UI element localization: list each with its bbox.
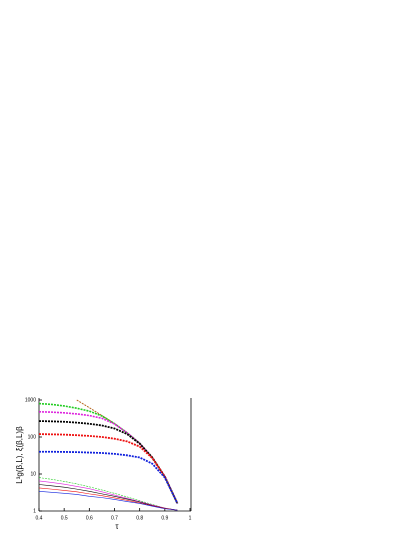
y-tick-label: 10 <box>30 471 36 477</box>
series-line <box>38 491 178 511</box>
y-axis-label: L³g(β,L), ξ(β,L)β <box>15 426 24 484</box>
x-tick-label: 0.8 <box>136 515 143 521</box>
series-line <box>38 402 179 504</box>
x-tick-label: 0.4 <box>36 515 43 521</box>
y-tick-label: 100 <box>28 434 37 440</box>
series-line <box>38 433 179 504</box>
series-line <box>38 487 178 511</box>
x-tick-label: 0.7 <box>111 515 118 521</box>
series-line <box>38 484 178 511</box>
series-line <box>38 420 179 504</box>
series-line <box>38 410 179 504</box>
y-tick-label: 1000 <box>25 397 36 403</box>
series-line <box>39 450 179 504</box>
y-tick-label: 1 <box>33 508 36 514</box>
series-line <box>38 480 178 511</box>
series-line <box>38 477 178 511</box>
x-tick-label: 0.9 <box>161 515 168 521</box>
x-axis-label: τ <box>115 522 119 531</box>
x-tick-label: 0.5 <box>61 515 68 521</box>
x-tick-label: 1 <box>189 515 192 521</box>
x-tick-label: 0.6 <box>86 515 93 521</box>
